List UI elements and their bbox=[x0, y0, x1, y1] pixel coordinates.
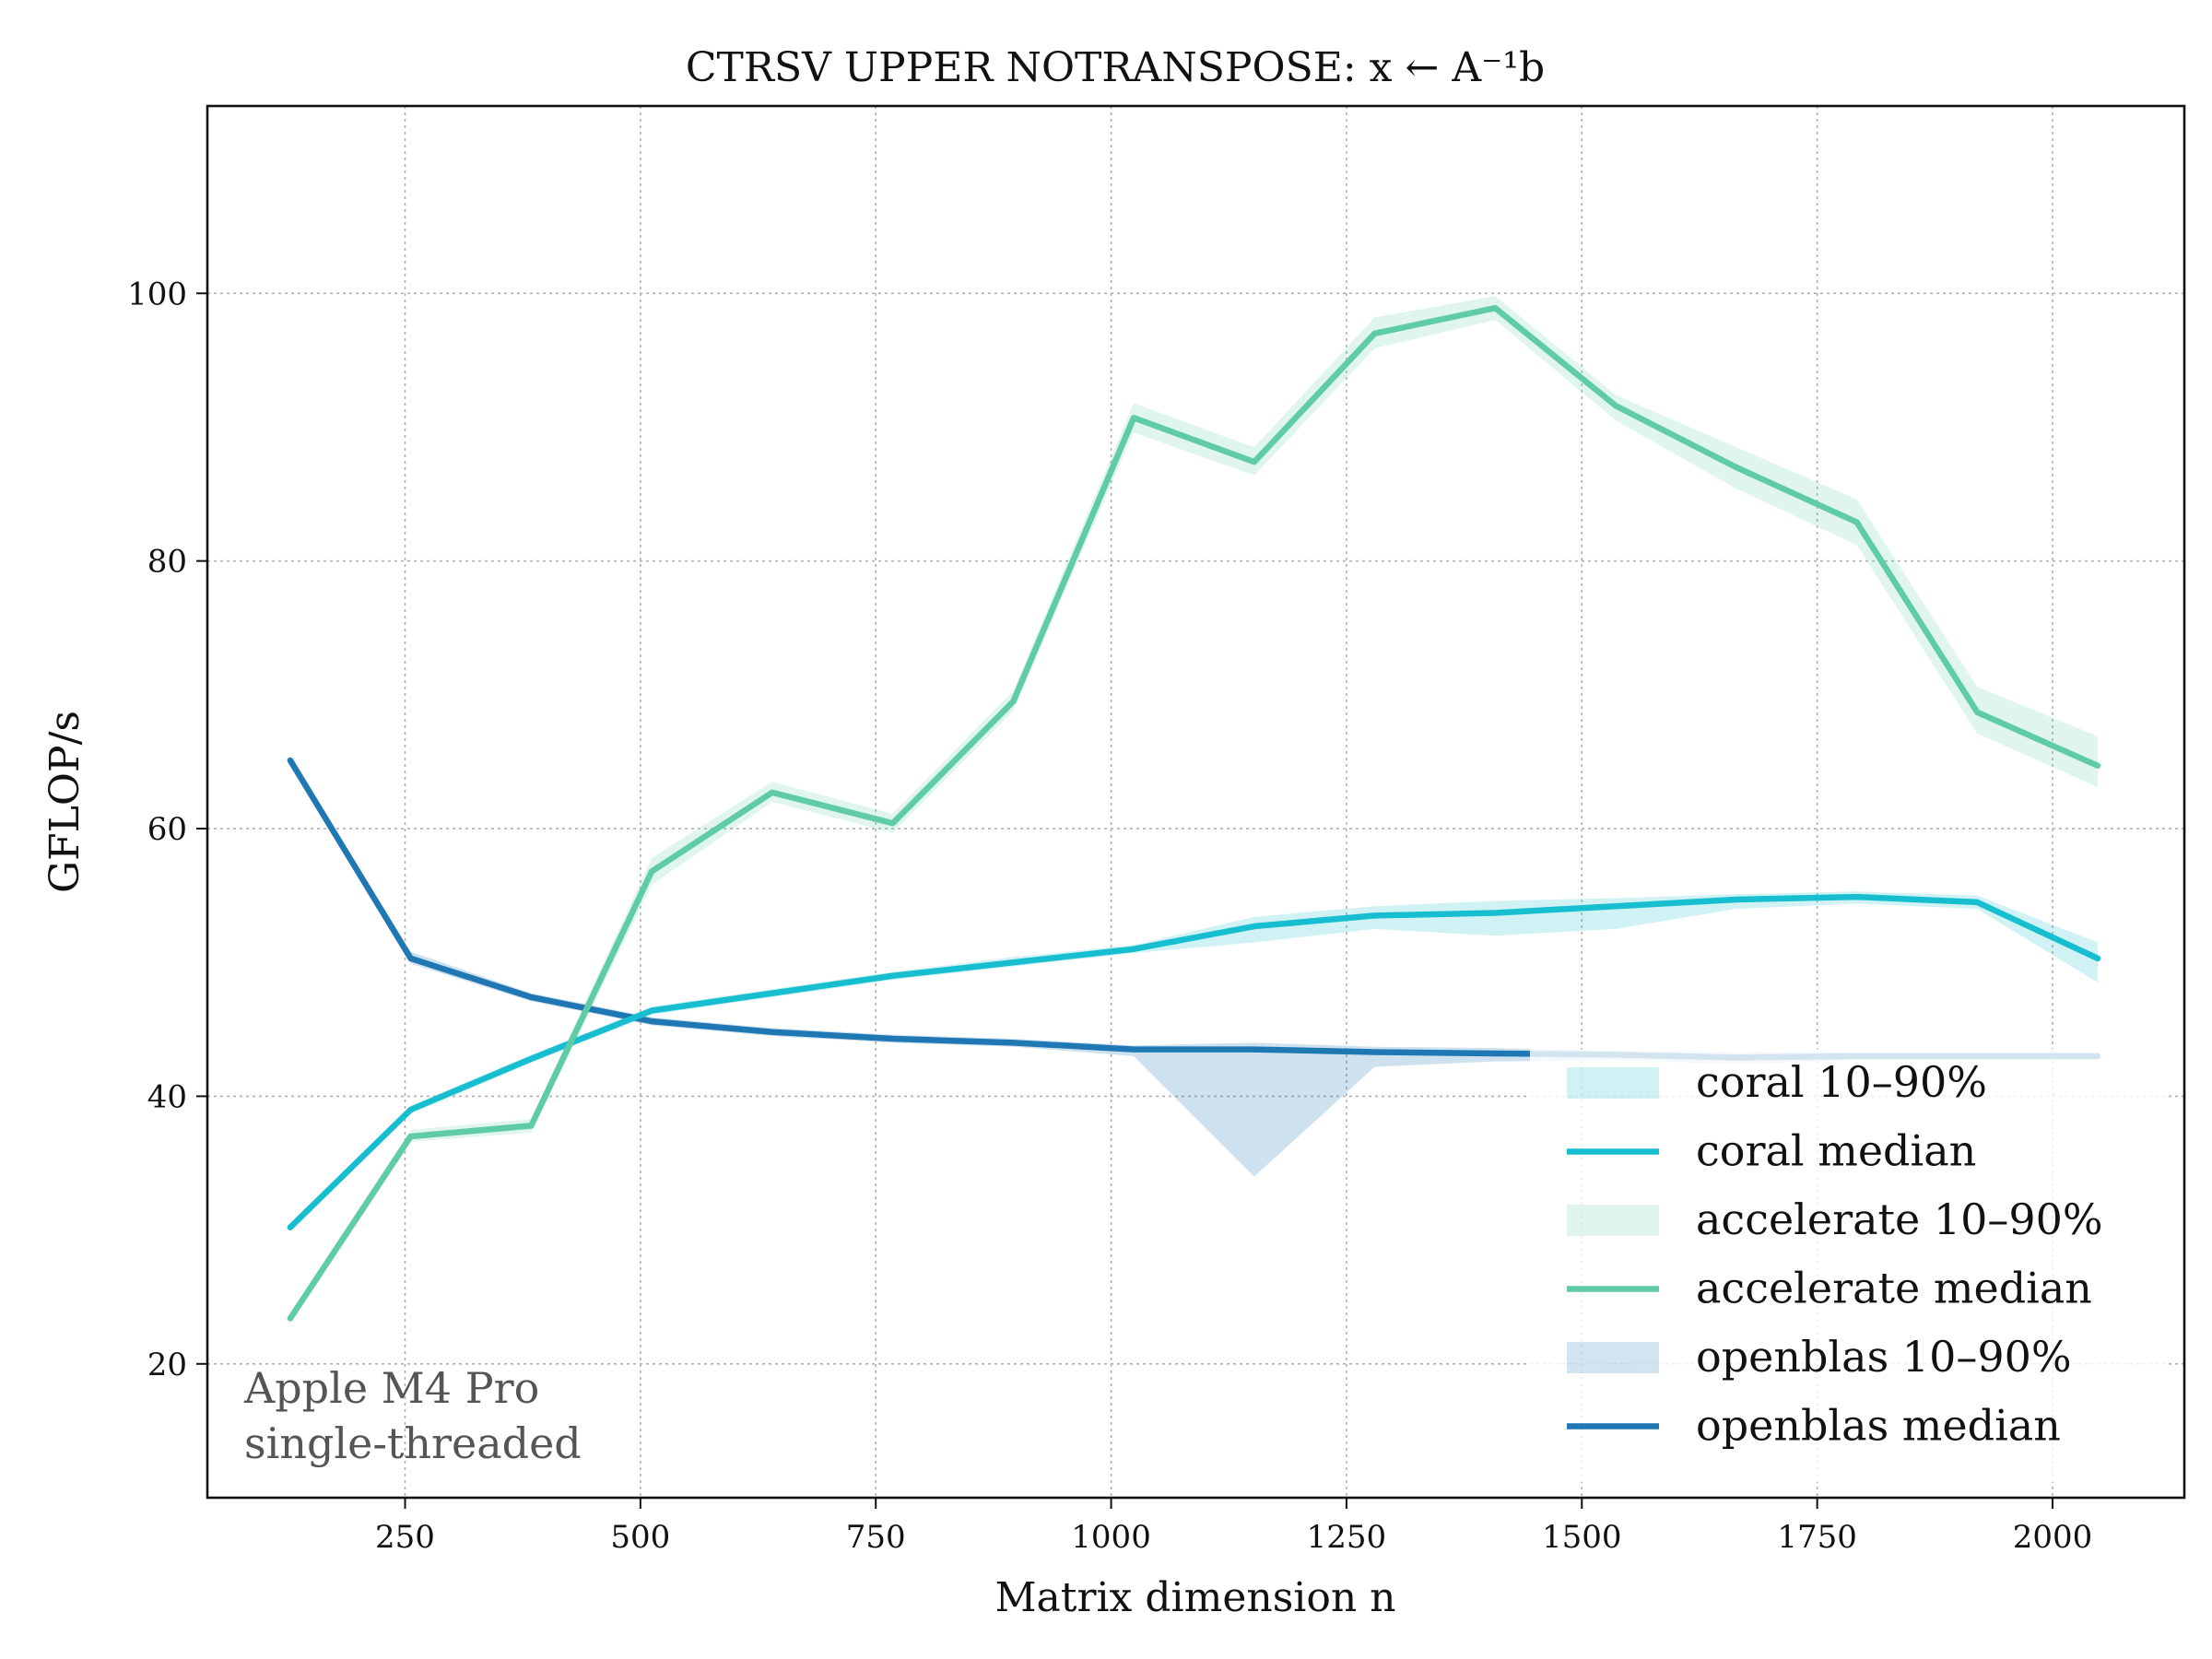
accelerate-median-point bbox=[770, 790, 775, 795]
y-tick-label: 60 bbox=[147, 811, 187, 848]
coral-median-line bbox=[287, 893, 2101, 1230]
plot-frame bbox=[206, 104, 2186, 1500]
x-tick-label: 500 bbox=[610, 1519, 670, 1556]
openblas-line-legend-label: openblas median bbox=[1696, 1401, 2061, 1451]
openblas-median-point bbox=[770, 1030, 775, 1035]
coral-median-point bbox=[408, 1107, 414, 1112]
accelerate-median-point bbox=[1974, 710, 1980, 715]
y-tick-label: 20 bbox=[147, 1347, 187, 1383]
accelerate-median-line bbox=[287, 304, 2101, 1322]
coral-band-legend-label: coral 10–90% bbox=[1696, 1057, 1987, 1107]
y-tick-label: 100 bbox=[127, 276, 187, 312]
coral-median-point bbox=[1854, 894, 1860, 900]
coral-median-point bbox=[770, 991, 775, 996]
x-tick-label: 1750 bbox=[1777, 1519, 1857, 1556]
coral-median-point bbox=[1131, 947, 1136, 952]
coral-median-point bbox=[288, 1225, 293, 1230]
y-tick-label: 80 bbox=[147, 544, 187, 581]
openblas-median-point bbox=[1252, 1047, 1257, 1053]
coral-median-point bbox=[1372, 912, 1378, 918]
coral-line-legend-label: coral median bbox=[1696, 1126, 1976, 1176]
x-tick-label: 1500 bbox=[1542, 1519, 1622, 1556]
accelerate-median-point bbox=[2095, 763, 2100, 769]
accelerate-median-point bbox=[890, 820, 896, 826]
coral-band-legend-swatch bbox=[1567, 1067, 1659, 1099]
x-tick-label: 1250 bbox=[1307, 1519, 1387, 1556]
coral-median-point bbox=[1492, 911, 1498, 916]
x-tick-label: 750 bbox=[846, 1519, 906, 1556]
x-axis-label: Matrix dimension n bbox=[994, 1574, 1395, 1621]
coral-median-point bbox=[1010, 959, 1016, 965]
openblas-median-point bbox=[288, 758, 293, 763]
accelerate-median-point bbox=[1010, 699, 1016, 704]
accelerate-median-point bbox=[288, 1315, 293, 1321]
openblas-band-legend-label: openblas 10–90% bbox=[1696, 1332, 2072, 1382]
openblas-median-point bbox=[1131, 1047, 1136, 1053]
percentile-bands bbox=[289, 296, 2099, 1324]
coral-median-point bbox=[1734, 897, 1739, 902]
x-tick-label: 250 bbox=[375, 1519, 435, 1556]
hardware-annotation-line-1: Apple M4 Pro bbox=[243, 1363, 539, 1413]
accelerate-band-legend-swatch bbox=[1567, 1205, 1659, 1236]
coral-median-point bbox=[649, 1008, 654, 1013]
accelerate-median-point bbox=[1613, 403, 1618, 408]
coral-median-point bbox=[890, 973, 896, 979]
openblas-median-point bbox=[649, 1018, 654, 1024]
coral-median-point bbox=[1252, 924, 1257, 929]
accelerate-median-point bbox=[1854, 520, 1860, 525]
coral-median-point bbox=[528, 1056, 534, 1062]
axis-ticks: 250 500 750 1000 1250 1500 1750 2000 20 40 60 80 100 bbox=[127, 276, 2092, 1556]
accelerate-median-point bbox=[1372, 331, 1378, 336]
legend-background bbox=[1530, 1049, 2166, 1482]
openblas-median-point bbox=[1010, 1040, 1016, 1045]
accelerate-median-point bbox=[649, 869, 654, 874]
y-axis-label: GFLOP/s bbox=[41, 711, 88, 893]
openblas-band bbox=[289, 756, 2099, 1177]
coral-median-point bbox=[2095, 956, 2100, 961]
x-tick-label: 1000 bbox=[1071, 1519, 1151, 1556]
accelerate-median-point bbox=[1492, 305, 1498, 311]
accelerate-median-point bbox=[1131, 415, 1136, 420]
accelerate-line-legend-label: accelerate median bbox=[1696, 1264, 2092, 1313]
hardware-annotation-line-2: single-threaded bbox=[244, 1418, 582, 1468]
openblas-median-point bbox=[1492, 1051, 1498, 1056]
accelerate-median-point bbox=[1734, 465, 1739, 470]
legend: coral 10–90% coral median accelerate 10–90… bbox=[1530, 1049, 2166, 1482]
accelerate-band-legend-label: accelerate 10–90% bbox=[1696, 1194, 2103, 1244]
coral-median-point bbox=[1613, 903, 1618, 909]
openblas-band-legend-swatch bbox=[1567, 1342, 1659, 1373]
coral-median-point bbox=[1974, 900, 1980, 905]
openblas-median-point bbox=[890, 1036, 896, 1041]
accelerate-median-point bbox=[528, 1123, 534, 1128]
openblas-median-point bbox=[1372, 1050, 1378, 1055]
accelerate-median-point bbox=[408, 1134, 414, 1139]
x-tick-label: 2000 bbox=[2013, 1519, 2093, 1556]
chart-title: CTRSV UPPER NOTRANSPOSE: x ← A⁻¹b bbox=[686, 44, 1545, 91]
openblas-median-point bbox=[408, 956, 414, 961]
y-tick-label: 40 bbox=[147, 1078, 187, 1115]
accelerate-median-point bbox=[1252, 459, 1257, 465]
openblas-median-point bbox=[528, 994, 534, 1000]
